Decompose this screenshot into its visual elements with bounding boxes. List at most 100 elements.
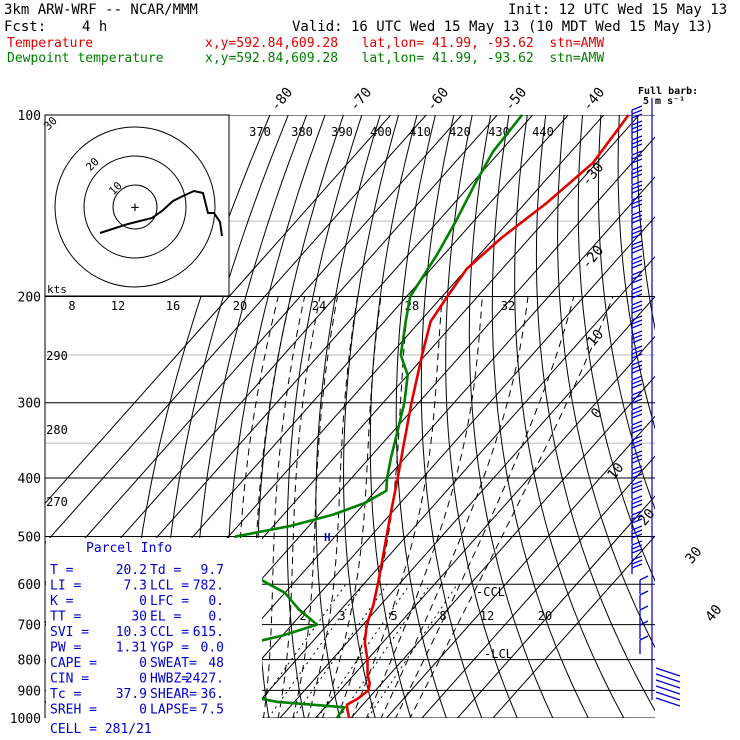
wind-barb-flag (631, 259, 643, 265)
parcel-info-label: CIN = (50, 672, 89, 687)
isotherm-line (457, 495, 655, 718)
wind-barb-flag (631, 428, 643, 434)
wind-barb-flag (631, 334, 643, 340)
parcel-info-value: 0 (139, 703, 147, 718)
wind-barb-flag (631, 195, 643, 201)
hodograph-trace (99, 189, 223, 237)
dewpoint-location: x,y=592.84,609.28 lat,lon= 41.99, -93.62… (205, 51, 605, 66)
pressure-tick-label: 100 (18, 109, 41, 124)
parcel-info-label: HWBZ= (150, 672, 189, 687)
lcl-annotation: -LCL (484, 647, 513, 661)
wind-barb-flag (631, 173, 643, 179)
dry-adiabat-line (577, 115, 655, 582)
parcel-info-label: K = (50, 594, 74, 609)
dry-adiabat-line (535, 115, 655, 712)
wind-barb-flag (631, 533, 643, 539)
hodograph-ring (112, 184, 158, 230)
moist-adiabat-line (262, 296, 306, 718)
dry-adiabat-line (693, 115, 740, 731)
wind-barb-flag (631, 409, 643, 415)
wind-barb-flag (631, 323, 643, 329)
parcel-info-label: SVI = (50, 625, 89, 640)
isotherm-line (244, 256, 655, 718)
wind-barb-flag (631, 105, 643, 111)
wind-barb-flag (631, 210, 643, 216)
wind-barb-flag (631, 308, 643, 314)
hodograph-ring (54, 126, 216, 288)
wind-barb-flag (631, 315, 643, 321)
wind-barb-flag (631, 484, 643, 490)
pressure-tick-label: 800 (18, 654, 41, 669)
wind-barb-flag (631, 165, 643, 171)
wind-barb-flag (631, 143, 643, 149)
wind-barb-flag (631, 345, 643, 351)
isotherm-line (350, 375, 655, 718)
pressure-tick-label: 900 (18, 684, 41, 699)
hodograph-unit-label: kts (47, 283, 67, 296)
wind-barb-flag (631, 469, 643, 475)
hodograph-ring (83, 155, 187, 259)
wind-barb-flag (631, 109, 643, 115)
parcel-info-value: 48 (208, 656, 224, 671)
mixing-ratio-label: 20 (538, 609, 552, 623)
wind-barb-flag (631, 544, 643, 550)
wind-barb-flag (631, 300, 643, 306)
parcel-info-label: LCL = (150, 579, 189, 594)
wind-barb-staff (655, 667, 681, 677)
init-time: Init: 12 UTC Wed 15 May 13 (508, 2, 728, 18)
wind-barb-flag (639, 575, 649, 581)
wind-barb-flag (631, 180, 643, 186)
pressure-tick-label: 400 (18, 472, 41, 487)
parcel-info-value: 10.3 (116, 625, 147, 640)
theta-label: 440 (532, 125, 554, 139)
wind-barb-flag (631, 488, 643, 494)
el-marker: H (324, 531, 331, 544)
wind-barbs (631, 98, 681, 707)
dry-adiabat-line (597, 115, 655, 511)
isotherm-line (315, 335, 655, 718)
wind-barb-flag (631, 349, 643, 355)
dry-adiabat-line (445, 115, 518, 718)
wind-barb-flag (631, 184, 643, 190)
wind-barb-flag (631, 450, 643, 456)
parcel-info-cell: CELL = 281/21 (50, 722, 152, 737)
parcel-info-value: 615. (193, 625, 224, 640)
wind-barb-flag (631, 304, 643, 310)
dry-adiabat-line (395, 115, 447, 718)
wind-barb-flag (639, 635, 649, 641)
dry-adiabat-line (468, 115, 554, 718)
wind-barb-flag (631, 390, 643, 396)
isotherm-line (386, 415, 655, 718)
mixing-ratio-line (316, 583, 411, 718)
mixing-ratio-label: 12 (480, 609, 494, 623)
mixing-ratio-label: 8 (439, 609, 446, 623)
wind-barb-staff (655, 679, 681, 689)
wind-barb-flag (631, 285, 643, 291)
hodograph-speed-tick: 24 (312, 299, 326, 313)
wind-barb-flag (631, 525, 643, 531)
theta-label: 380 (291, 125, 313, 139)
moist-adiabat-line (409, 296, 614, 718)
theta-label: 370 (249, 125, 271, 139)
parcel-info-label: CCL = (150, 625, 189, 640)
theta-label: 270 (46, 495, 68, 509)
wind-barb-flag (631, 540, 643, 546)
wind-barb-staff (655, 691, 681, 701)
wind-barb-flag (631, 203, 643, 209)
theta-label: 430 (488, 125, 510, 139)
wind-key-line2: 5 m s⁻¹ (643, 96, 685, 107)
mixing-ratio-line (367, 583, 458, 718)
dry-adiabat-line (636, 115, 655, 331)
parcel-info-label: SHEAR= (150, 687, 197, 702)
wind-barb-flag (639, 620, 649, 626)
parcel-info-value: 20.2 (116, 563, 147, 578)
wind-barb-flag (631, 454, 643, 460)
hodograph-center-mark: + (131, 200, 139, 216)
dewpoint-legend: Dewpoint temperature (7, 51, 164, 66)
parcel-info-panel (46, 538, 262, 718)
isotherm-label: -60 (424, 85, 453, 115)
isotherm-line (208, 216, 655, 718)
dry-adiabat-line (557, 115, 655, 649)
parcel-info-label: SWEAT= (150, 656, 197, 671)
